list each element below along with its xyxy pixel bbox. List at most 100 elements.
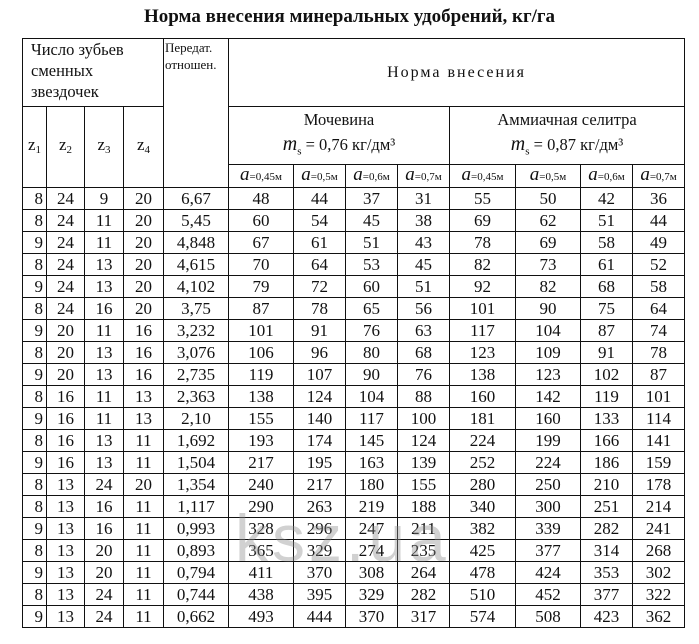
cell-nitrate-045: 117 <box>449 319 516 343</box>
cell-z1: 8 <box>22 253 47 277</box>
cell-urea-07: 51 <box>397 275 450 299</box>
cell-z3: 13 <box>84 451 124 475</box>
table-row: 8 16 13 11 1,692 193 174 145 124 224 199 166 141 <box>22 429 686 453</box>
cell-urea-07: 68 <box>397 341 450 365</box>
table-row: 8 16 11 13 2,363 138 124 104 88 160 142 119 101 <box>22 385 686 409</box>
urea-header: Мочевина ms = 0,76 кг/дм³ <box>228 105 450 166</box>
cell-urea-045: 67 <box>228 231 294 255</box>
table-row: 9 24 13 20 4,102 79 72 60 51 92 82 68 58 <box>22 275 686 299</box>
cell-urea-05: 174 <box>293 429 346 453</box>
cell-nitrate-05: 508 <box>515 605 581 629</box>
cell-nitrate-07: 362 <box>631 605 686 629</box>
cell-ratio: 1,117 <box>163 495 229 519</box>
table-row: 8 13 20 11 0,893 365 329 274 235 425 377 314 268 <box>22 539 686 563</box>
cell-urea-07: 63 <box>397 319 450 343</box>
cell-ratio: 3,232 <box>163 319 229 343</box>
cell-urea-06: 37 <box>345 187 398 211</box>
cell-urea-045: 87 <box>228 297 294 321</box>
cell-urea-07: 188 <box>397 495 450 519</box>
row-spacing-header: a=0,7м <box>631 164 686 189</box>
cell-urea-07: 100 <box>397 407 450 431</box>
z4-header: z4 <box>123 105 164 189</box>
table-row: 8 13 24 11 0,744 438 395 329 282 510 452 377 322 <box>22 583 686 607</box>
cell-nitrate-06: 58 <box>580 231 633 255</box>
cell-nitrate-07: 241 <box>631 517 686 541</box>
cell-nitrate-07: 141 <box>631 429 686 453</box>
cell-z2: 13 <box>46 561 85 585</box>
cell-urea-07: 43 <box>397 231 450 255</box>
cell-urea-06: 145 <box>345 429 398 453</box>
cell-z4: 20 <box>123 473 164 497</box>
cell-z1: 9 <box>22 561 47 585</box>
cell-urea-045: 217 <box>228 451 294 475</box>
cell-urea-05: 107 <box>293 363 346 387</box>
cell-nitrate-05: 339 <box>515 517 581 541</box>
cell-nitrate-05: 50 <box>515 187 581 211</box>
row-spacing-header: a=0,45м <box>449 164 516 189</box>
table-row: 8 13 24 20 1,354 240 217 180 155 280 250 210 178 <box>22 473 686 497</box>
cell-ratio: 4,102 <box>163 275 229 299</box>
cell-nitrate-045: 340 <box>449 495 516 519</box>
fertilizer-norm-table: Число зубьев сменных звездочек Передат. … <box>22 37 686 629</box>
cell-urea-045: 79 <box>228 275 294 299</box>
z2-header: z2 <box>46 105 85 189</box>
cell-ratio: 1,504 <box>163 451 229 475</box>
cell-z4: 11 <box>123 561 164 585</box>
cell-nitrate-05: 109 <box>515 341 581 365</box>
cell-urea-045: 193 <box>228 429 294 453</box>
cell-z4: 11 <box>123 495 164 519</box>
cell-nitrate-06: 42 <box>580 187 633 211</box>
cell-ratio: 0,993 <box>163 517 229 541</box>
cell-urea-05: 124 <box>293 385 346 409</box>
cell-nitrate-045: 382 <box>449 517 516 541</box>
cell-z1: 8 <box>22 187 47 211</box>
norm-header: Норма внесения <box>227 38 686 107</box>
cell-z1: 9 <box>22 517 47 541</box>
cell-z1: 8 <box>22 429 47 453</box>
cell-z4: 11 <box>123 517 164 541</box>
cell-urea-06: 329 <box>345 583 398 607</box>
cell-z2: 24 <box>46 253 85 277</box>
cell-z2: 13 <box>46 583 85 607</box>
cell-z4: 11 <box>123 605 164 629</box>
cell-nitrate-07: 49 <box>631 231 686 255</box>
cell-ratio: 4,615 <box>163 253 229 277</box>
cell-nitrate-045: 92 <box>449 275 516 299</box>
cell-nitrate-06: 61 <box>580 253 633 277</box>
cell-z1: 8 <box>22 495 47 519</box>
table-row: 9 16 11 13 2,10 155 140 117 100 181 160 133 114 <box>22 407 686 431</box>
cell-urea-05: 263 <box>293 495 346 519</box>
nitrate-density: ms = 0,87 кг/дм³ <box>510 133 624 158</box>
cell-z3: 24 <box>84 605 124 629</box>
cell-nitrate-06: 186 <box>580 451 633 475</box>
cell-urea-07: 264 <box>397 561 450 585</box>
cell-ratio: 1,354 <box>163 473 229 497</box>
cell-nitrate-07: 36 <box>631 187 686 211</box>
cell-nitrate-05: 90 <box>515 297 581 321</box>
cell-nitrate-045: 252 <box>449 451 516 475</box>
cell-urea-05: 370 <box>293 561 346 585</box>
cell-nitrate-045: 181 <box>449 407 516 431</box>
cell-nitrate-06: 68 <box>580 275 633 299</box>
cell-nitrate-05: 160 <box>515 407 581 431</box>
cell-z3: 11 <box>84 385 124 409</box>
cell-z4: 20 <box>123 209 164 233</box>
cell-z2: 16 <box>46 451 85 475</box>
cell-urea-045: 119 <box>228 363 294 387</box>
cell-nitrate-07: 78 <box>631 341 686 365</box>
cell-nitrate-05: 69 <box>515 231 581 255</box>
cell-z3: 16 <box>84 495 124 519</box>
cell-nitrate-045: 160 <box>449 385 516 409</box>
cell-z4: 13 <box>123 385 164 409</box>
cell-z1: 9 <box>22 451 47 475</box>
cell-z3: 11 <box>84 209 124 233</box>
cell-nitrate-045: 123 <box>449 341 516 365</box>
cell-z1: 9 <box>22 319 47 343</box>
cell-nitrate-045: 510 <box>449 583 516 607</box>
cell-nitrate-045: 55 <box>449 187 516 211</box>
cell-z3: 9 <box>84 187 124 211</box>
cell-z3: 11 <box>84 319 124 343</box>
table-row: 9 13 24 11 0,662 493 444 370 317 574 508 423 362 <box>22 605 686 629</box>
cell-urea-05: 54 <box>293 209 346 233</box>
cell-urea-06: 80 <box>345 341 398 365</box>
